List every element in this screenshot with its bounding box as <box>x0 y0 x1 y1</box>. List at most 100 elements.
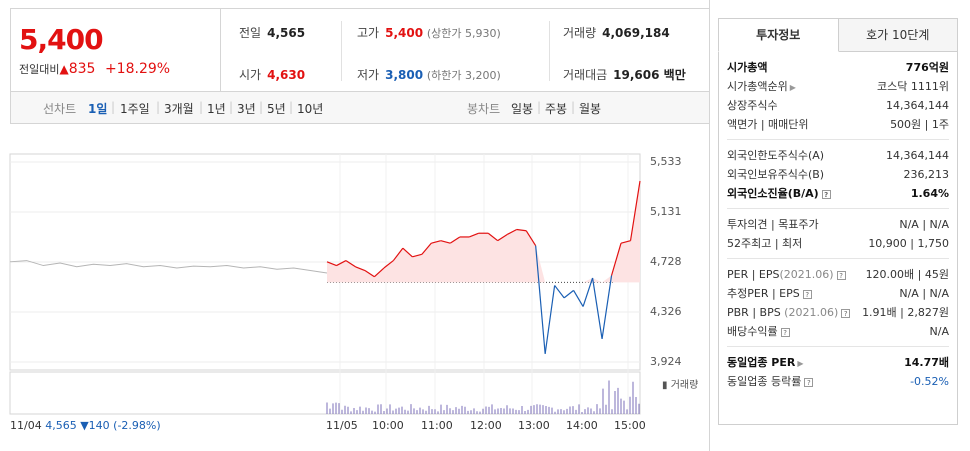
intraday-chart: 5,533 5,131 4,728 4,326 3,924 11/05 10:00 11:0… <box>0 140 710 451</box>
info-value: 14,364,144 <box>886 149 949 162</box>
price-segment <box>383 260 394 269</box>
high-value: 5,400 <box>385 26 424 40</box>
info-row: 상장주식수 14,364,144 <box>727 96 949 115</box>
prev-day-info: 11/04 4,565 ▼140 (-2.98%) <box>10 419 161 432</box>
tab-candle-day[interactable]: 일봉 <box>511 102 534 116</box>
x-tick-label: 12:00 <box>470 419 502 432</box>
help-icon[interactable]: ? <box>821 190 831 199</box>
price-segment <box>516 228 527 232</box>
info-value: 14.77배 <box>904 356 949 369</box>
panel-divider <box>709 0 710 451</box>
prev-day-change: ▼140 <box>80 419 110 432</box>
prev-day-line <box>9 260 328 274</box>
info-row: 배당수익률? N/A <box>727 322 949 341</box>
price-segment <box>601 275 613 339</box>
x-tick-label: 14:00 <box>566 419 598 432</box>
y-tick-label: 4,326 <box>650 305 682 319</box>
tab-candle-week[interactable]: 주봉 <box>545 102 568 116</box>
help-icon[interactable]: ? <box>836 271 846 280</box>
price-segment <box>582 277 594 307</box>
info-row: 시가총액 776억원 <box>727 58 949 77</box>
price-segment <box>364 270 375 278</box>
tab-period-3m[interactable]: 3개월 <box>164 102 194 116</box>
info-row: 액면가 | 매매단위 500원 | 1주 <box>727 115 949 134</box>
info-key: 액면가 | 매매단위 <box>727 118 809 131</box>
price-segment <box>573 290 584 307</box>
help-icon[interactable]: ? <box>780 328 790 337</box>
info-key: 동일업종 PER ▶ <box>727 356 804 369</box>
tab-order-book[interactable]: 호가 10단계 <box>838 18 958 52</box>
tab-period-3y[interactable]: 3년 <box>237 102 256 116</box>
tab-period-5y[interactable]: 5년 <box>267 102 286 116</box>
info-row: 외국인소진율(B/A)? 1.64% <box>727 184 949 203</box>
price-segment <box>326 261 337 267</box>
info-row: 투자의견 | 목표주가 N/A | N/A <box>727 215 949 234</box>
price-segment <box>620 240 631 244</box>
tab-period-1d[interactable]: 1일 <box>88 102 108 116</box>
price-segment <box>469 232 479 238</box>
info-key: 시가총액 <box>727 61 768 74</box>
tab-invest-info[interactable]: 투자정보 <box>718 18 839 52</box>
info-row: 52주최고 | 최저 10,900 | 1,750 <box>727 234 949 253</box>
volume-plot-frame <box>9 371 641 415</box>
info-section: 시가총액 776억원 시가총액순위 ▶ 코스닥 1111위 상장주식수 14,364,144… <box>727 52 949 140</box>
tab-period-1w[interactable]: 1주일 <box>120 102 150 116</box>
info-key: 52주최고 | 최저 <box>727 237 803 250</box>
info-value: 1.64% <box>910 187 949 200</box>
price-segment <box>374 267 385 278</box>
info-section: 투자의견 | 목표주가 N/A | N/A 52주최고 | 최저 10,900 | 1… <box>727 209 949 259</box>
prev-day-pct: (-2.98%) <box>113 419 161 432</box>
info-row: 외국인보유주식수(B) 236,213 <box>727 165 949 184</box>
divider <box>341 21 342 81</box>
price-segment <box>392 247 404 261</box>
invest-panel: 투자정보 호가 10단계 시가총액 776억원 시가총액순위 ▶ 코스닥 1111위 상장… <box>718 18 958 425</box>
price-segment <box>591 277 603 339</box>
info-key: 외국인소진율(B/A)? <box>727 184 831 203</box>
divider <box>549 21 550 81</box>
arrow-right-icon[interactable]: ▶ <box>797 359 804 368</box>
info-value: 236,213 <box>903 168 950 181</box>
tab-period-1y[interactable]: 1년 <box>207 102 226 116</box>
chart-canvas <box>9 153 641 415</box>
stock-main: 5,400 전일대비▲835 +18.29% 전일 4,565 고가 5,400 (… <box>0 8 710 451</box>
info-value: N/A <box>929 325 949 338</box>
price-segment <box>487 232 499 242</box>
info-value: 500원 | 1주 <box>890 118 949 131</box>
prev-day-close: 4,565 <box>45 419 77 432</box>
x-tick-label: 11/05 <box>326 419 358 432</box>
info-key: PBR | BPS (2021.06)? <box>727 303 851 322</box>
price-segment <box>563 289 574 299</box>
info-value: 776억원 <box>905 61 949 74</box>
help-icon[interactable]: ? <box>841 309 851 318</box>
help-icon[interactable]: ? <box>804 378 814 387</box>
info-section: 외국인한도주식수(A) 14,364,144 외국인보유주식수(B) 236,213 외… <box>727 140 949 209</box>
price-segment <box>345 260 356 268</box>
invest-info-body: 시가총액 776억원 시가총액순위 ▶ 코스닥 1111위 상장주식수 14,364,144… <box>718 52 958 425</box>
info-key: 시가총액순위 ▶ <box>727 80 796 93</box>
x-tick-label: 13:00 <box>518 419 550 432</box>
price-segment <box>449 236 461 244</box>
info-section: PER | EPS(2021.06)? 120.00배 | 45원 추정PER | … <box>727 259 949 347</box>
info-value: N/A | N/A <box>899 218 949 231</box>
info-key: PER | EPS(2021.06)? <box>727 265 846 284</box>
tab-candle-month[interactable]: 월봉 <box>579 102 602 116</box>
above-base-fill <box>327 181 640 283</box>
tab-period-10y[interactable]: 10년 <box>297 102 324 116</box>
info-value: 14,364,144 <box>886 99 949 112</box>
info-value: 1.91배 | 2,827원 <box>862 306 949 319</box>
price-segment <box>336 260 347 267</box>
low-value: 3,800 <box>385 68 424 82</box>
price-segment <box>402 247 413 258</box>
help-icon[interactable]: ? <box>802 290 812 299</box>
current-price: 5,400 <box>19 23 104 56</box>
price-segment <box>497 233 508 242</box>
arrow-right-icon[interactable]: ▶ <box>789 83 796 92</box>
info-key: 외국인보유주식수(B) <box>727 168 825 181</box>
info-key: 외국인한도주식수(A) <box>727 149 825 162</box>
price-segment <box>535 245 546 354</box>
lower-limit: (하한가 3,200) <box>426 69 501 82</box>
info-row: 외국인한도주식수(A) 14,364,144 <box>727 146 949 165</box>
upper-limit: (상한가 5,930) <box>426 27 501 40</box>
prev-close-value: 4,565 <box>267 26 306 40</box>
line-chart-label: 선차트 <box>43 102 77 116</box>
